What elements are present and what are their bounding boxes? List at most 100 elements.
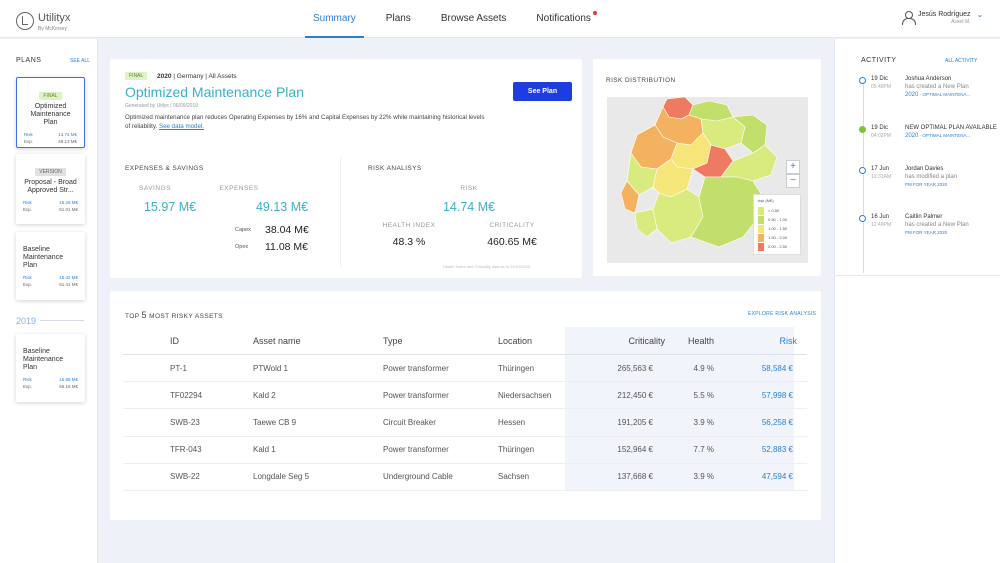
plan-risk-label: Risk	[23, 275, 32, 280]
cell-health: 3.9 %	[693, 417, 714, 427]
app-sub: By McKinsey	[38, 26, 67, 32]
plan-card-title: Baseline Maintenance Plan	[23, 246, 64, 269]
chevron-down-icon[interactable]: ⌄	[976, 10, 984, 19]
timeline-dot-icon	[859, 215, 866, 222]
timeline-dot-icon	[859, 77, 866, 84]
user-menu[interactable]: Jesús Rodríguez Asset M. ⌄	[902, 11, 983, 26]
plan-year: 2020	[157, 73, 172, 80]
activity-plan-link[interactable]: 2020 · OPTIMAL MAINTENA...	[905, 132, 997, 140]
user-role: Asset M.	[951, 19, 971, 25]
cell-criticality: 152,964 €	[617, 445, 653, 455]
cell-location: Thüringen	[498, 445, 535, 455]
logo-icon	[16, 11, 34, 30]
cell-risk: 52,883 €	[761, 445, 793, 455]
plan-risk-label: Risk	[23, 200, 32, 205]
plan-exp-value: 51.01 M€	[59, 207, 78, 212]
activity-who: Jordan Davies	[905, 166, 944, 172]
legend-item: 1.00 - 1.50	[758, 224, 796, 233]
legend-title: risk (M€)	[758, 198, 774, 203]
risk-distribution-title: RISK DISTRIBUTION	[606, 77, 676, 84]
col-type[interactable]: Type	[383, 335, 403, 346]
zoom-out-button[interactable]: −	[786, 174, 800, 188]
opex-label: Opex	[235, 244, 249, 250]
risk-label: RISK	[460, 185, 478, 192]
plan-card[interactable]: FINAL Optimized Maintenance Plan Risk 14.…	[16, 77, 85, 148]
cell-health: 5.5 %	[693, 390, 714, 400]
year-label: 2019	[16, 316, 37, 326]
cell-risk: 47,594 €	[761, 472, 793, 482]
col-id[interactable]: ID	[170, 335, 179, 346]
col-health[interactable]: Health	[687, 335, 714, 346]
cell-asset-name: Kald 1	[253, 445, 276, 455]
activity-plan-link[interactable]: PM FOR YEAR 2020	[905, 229, 997, 237]
table-row[interactable]: SWB-23 Taewe CB 9 Circuit Breaker Hessen…	[123, 409, 807, 437]
cell-type: Power transformer	[383, 390, 449, 400]
risk-section-title: RISK ANALISYS	[368, 165, 422, 172]
see-data-model-link[interactable]: See data model.	[158, 122, 205, 130]
cell-health: 3.9 %	[693, 472, 714, 482]
activity-who: Caitlin Palmer	[905, 214, 943, 220]
plan-exp-value: 49.13 M€	[58, 139, 77, 144]
cell-type: Circuit Breaker	[383, 417, 436, 427]
plan-card[interactable]: VERSION Proposal - Broad Approved Str...…	[16, 154, 85, 224]
zoom-in-button[interactable]: +	[786, 160, 800, 174]
nav-summary[interactable]: Summary	[305, 0, 364, 38]
nav-browse-assets[interactable]: Browse Assets	[440, 13, 507, 24]
activity-text: Caitlin Palmer has created a New Plan PM…	[905, 213, 997, 237]
col-asset-name[interactable]: Asset name	[253, 335, 301, 346]
activity-text: NEW OPTIMAL PLAN AVAILABLE 2020 · OPTIMA…	[905, 124, 997, 140]
activity-plan-link[interactable]: PM FOR YEAR 2020	[905, 181, 997, 189]
cell-asset-name: Longdale Seg 5	[253, 472, 310, 482]
table-header: ID Asset name Type Location Criticality …	[123, 327, 807, 355]
expenses-value: 49.13 M€	[255, 200, 309, 214]
see-plan-button[interactable]: See Plan	[513, 82, 572, 101]
table-row[interactable]: SWB-22 Longdale Seg 5 Underground Cable …	[123, 464, 807, 491]
plan-title: Optimized Maintenance Plan	[125, 84, 304, 100]
capex-value: 38.04 M€	[265, 224, 309, 236]
plan-description-text: Optimized maintenance plan reduces Opera…	[125, 114, 485, 130]
main-nav: Summary Plans Browse Assets Notification…	[305, 0, 613, 38]
explore-risk-analysis-link[interactable]: EXPLORE RISK ANALYSIS	[748, 311, 817, 317]
cell-asset-name: PTWold 1	[253, 363, 288, 373]
table-row[interactable]: PT-1 PTWold 1 Power transformer Thüringe…	[123, 355, 807, 383]
nav-plans[interactable]: Plans	[385, 13, 411, 24]
cell-health: 4.9 %	[693, 363, 714, 373]
plan-exp-label: Exp.	[23, 282, 33, 287]
activity-date: 19 Dic	[871, 76, 889, 82]
health-index-label: HEALTH INDEX	[382, 222, 436, 229]
cell-location: Sachsen	[498, 472, 530, 482]
all-activity-link[interactable]: ALL ACTIVITY	[945, 58, 978, 64]
activity-plan-link[interactable]: 2020 · OPTIMAL MAINTENA...	[905, 91, 997, 99]
cell-type: Power transformer	[383, 363, 449, 373]
criticality-value: 460.65 M€	[487, 236, 537, 248]
col-risk[interactable]: Risk	[779, 335, 798, 346]
cell-risk: 57,998 €	[761, 390, 793, 400]
assets-table: ID Asset name Type Location Criticality …	[123, 327, 807, 491]
plan-card[interactable]: Baseline Maintenance Plan Risk 15.42 M€ E…	[16, 232, 85, 300]
nav-notifications[interactable]: Notifications	[528, 0, 598, 38]
section-divider	[340, 157, 341, 267]
plan-risk-label: Risk	[24, 132, 33, 137]
see-all-plans-link[interactable]: SEE ALL	[70, 58, 91, 64]
table-row[interactable]: TFR-043 Kald 1 Power transformer Thüring…	[123, 437, 807, 464]
plan-card[interactable]: Baseline Maintenance Plan Risk 15.85 M€ E…	[16, 334, 85, 402]
table-row[interactable]: TF02294 Kald 2 Power transformer Nieders…	[123, 382, 807, 410]
nav-notifications-label: Notifications	[536, 13, 591, 24]
map-zoom-controls: + −	[786, 160, 800, 188]
risky-assets-card: TOP 5 MOST RISKY ASSETS EXPLORE RISK ANA…	[110, 291, 821, 520]
app-logo[interactable]: Utilityx By McKinsey	[16, 8, 70, 33]
criticality-label: CRITICALITY	[489, 222, 535, 229]
activity-time: 04:02PM	[871, 133, 892, 139]
cell-criticality: 212,450 €	[617, 390, 653, 400]
plan-risk-value: 14.74 M€	[58, 132, 77, 137]
legend-swatch	[758, 215, 764, 224]
activity-link-name: · OPTIMAL MAINTENA...	[918, 92, 971, 97]
cell-id: TF02294	[170, 390, 203, 400]
col-location[interactable]: Location	[498, 335, 533, 346]
user-name: Jesús Rodríguez	[918, 11, 971, 18]
activity-link-name: PM FOR YEAR 2020	[905, 182, 948, 187]
legend-swatch	[758, 242, 764, 251]
plan-risk-value: 15.29 M€	[59, 200, 78, 205]
col-criticality[interactable]: Criticality	[628, 335, 665, 346]
risk-map[interactable]	[607, 97, 808, 263]
